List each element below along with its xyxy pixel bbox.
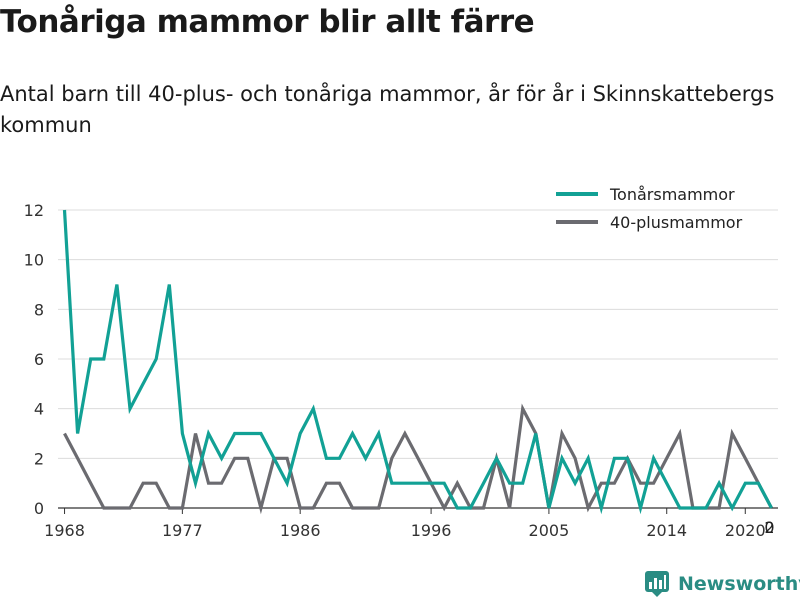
series-line-40-plusmammor [63,403,773,515]
x-tick-label: 2005 [529,521,570,540]
y-tick-label: 4 [34,400,44,419]
legend-label: Tonårsmammor [609,185,735,204]
brand-name: Newsworthy [678,573,800,595]
x-tick-label: 2014 [646,521,687,540]
chart-title: Tonåriga mammor blir allt färre [0,4,535,40]
x-tick-label: 1986 [280,521,321,540]
end-point-label: 2 [764,518,774,537]
y-tick-label: 2 [34,449,44,468]
end-point-label: 0 [764,518,774,537]
y-tick-label: 8 [34,300,44,319]
x-tick-label: 2020 [725,521,766,540]
series-line-ton-rsmammor [62,209,773,515]
x-tick-label: 1977 [162,521,203,540]
chart-subtitle: Antal barn till 40-plus- och tonåriga ma… [0,82,775,137]
x-tick-label: 1968 [44,521,85,540]
legend-label: 40-plusmammor [610,213,743,232]
y-tick-label: 12 [24,201,44,220]
y-tick-label: 0 [34,499,44,518]
newsworthy-logo-icon [645,571,669,597]
y-tick-label: 10 [24,251,44,270]
y-tick-label: 6 [34,350,44,369]
brand[interactable]: Newsworthy [644,567,800,601]
x-tick-label: 1996 [411,521,452,540]
